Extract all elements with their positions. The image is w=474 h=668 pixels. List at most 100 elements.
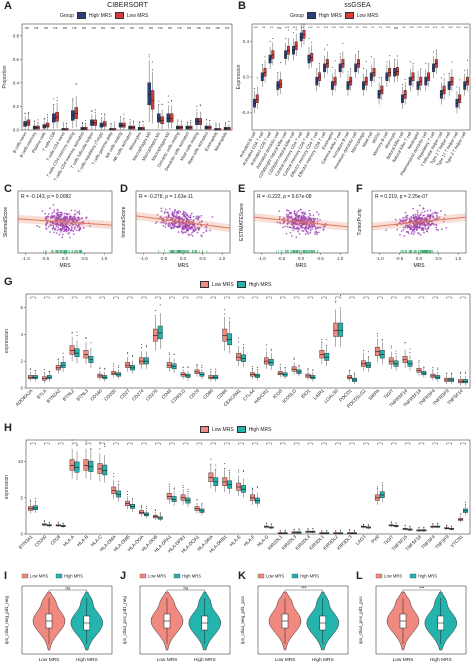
scatter-point [435,226,438,229]
outlier-point [104,445,106,447]
scatter-point [81,217,84,219]
sig-bracket [402,589,441,592]
y-axis-label: expression [4,329,10,353]
sig-label: *** [448,25,453,30]
outlier-point [71,439,73,441]
x-tick-label: -1.0 [258,256,266,261]
scatter-point [410,233,413,235]
scatter-point [174,225,177,228]
box-high-mrs [157,113,161,123]
scatter-point [309,229,312,232]
scatter-point [425,228,427,230]
scatter-point [304,216,307,219]
outlier-point [229,471,231,473]
scatter-point [57,223,60,225]
outlier-point [335,530,337,532]
outlier-point [158,104,160,106]
scatter-point [295,213,298,216]
outlier-point [448,72,450,74]
scatter-point [289,211,292,214]
scatter-point [309,226,312,229]
scatter-point [78,210,81,213]
outlier-point [326,530,328,532]
plot-frame [21,585,113,655]
outlier-point [90,342,92,344]
outlier-point [270,523,272,525]
category-label: CD40LG [170,388,186,404]
scatter-point [62,230,65,233]
scatter-point [73,213,76,216]
legend-swatch-low [21,573,29,579]
box-high-mrs [323,63,327,73]
category-label: IDO1 [300,388,311,399]
scatter-point [192,224,195,226]
scatter-point [424,217,427,220]
sig-bracket [127,296,133,299]
box-low-mrs [69,459,75,471]
scatter-point [402,226,405,229]
sig-label: ns [149,25,153,30]
plot-frame [375,585,467,655]
scatter-point [74,226,76,229]
scatter-point [52,224,55,227]
scatter-point [290,216,293,219]
outlier-point [340,307,342,309]
outlier-point [43,369,45,371]
legend-label-low: Low MRS [356,12,379,19]
scatter-point [301,223,304,226]
scatter-point [178,224,181,227]
scatter-point [400,230,403,233]
outlier-point [161,103,163,105]
outlier-point [362,523,364,525]
outlier-point [331,66,333,68]
outlier-point [210,458,212,460]
x-tick-label: 1.0 [337,256,344,261]
scatter-point [168,207,171,210]
outlier-point [113,476,115,478]
outlier-point [367,356,369,358]
x-category-label: High MRS [430,657,452,663]
y-axis-label: Proportion [2,65,8,88]
scatter-point [412,222,414,225]
scatter-point [435,214,438,217]
outlier-point [307,528,309,530]
scatter-point [168,222,171,224]
sig-label: ** [441,25,445,30]
scatter-point [421,211,423,214]
scatter-point [289,231,292,234]
category-label: SIRPA [367,388,381,402]
outlier-point [24,112,26,114]
scatter-point [278,215,281,218]
y-tick-label: 4 [20,332,23,337]
scatter-point [78,212,81,215]
correlation-annotation: R = -0.222, p = 9.67e-08 [257,194,312,200]
scatter-point [297,230,299,233]
sig-bracket [58,296,64,299]
outlier-point [132,121,134,123]
outlier-point [307,368,309,370]
panel-label-D: D [120,183,128,195]
outlier-point [396,55,398,57]
outlier-point [168,485,170,487]
plot-frame [21,23,233,131]
panel-B-legend: Group High MRS Low MRS [290,12,378,19]
sig-bracket [224,296,230,299]
outlier-point [261,64,263,66]
scatter-point [295,227,298,230]
scatter-point [175,216,178,219]
scatter-point [425,230,428,233]
box-high-mrs [432,63,436,73]
scatter-point [181,223,184,226]
outlier-point [423,527,425,529]
category-label: HLA-A [62,534,76,548]
scatter-point [412,214,415,217]
outlier-point [390,345,392,347]
scatter-point [418,204,421,207]
sig-bracket [85,296,92,299]
sig-bracket [418,296,425,299]
outlier-point [409,525,411,527]
box-high-mrs [260,72,264,81]
scatter-point [81,221,83,224]
box-high-mrs [276,81,280,90]
